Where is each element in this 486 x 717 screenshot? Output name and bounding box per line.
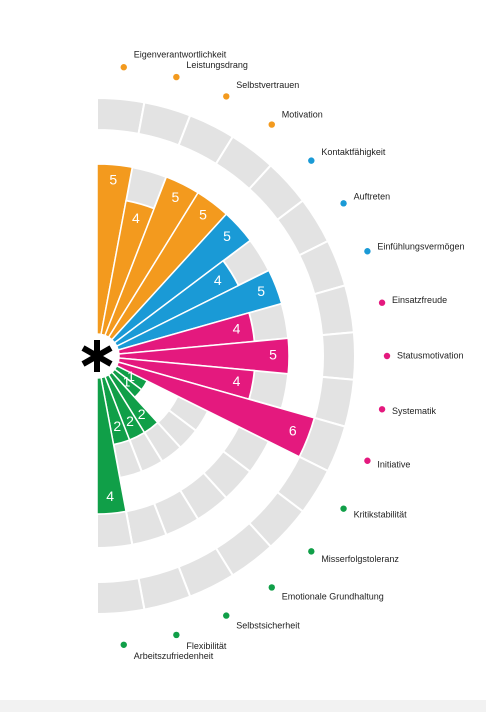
value-label: 4 bbox=[233, 373, 241, 389]
category-label: Systematik bbox=[392, 406, 437, 416]
label-dot bbox=[340, 505, 347, 512]
category-label: Motivation bbox=[282, 109, 323, 119]
bar bbox=[96, 376, 127, 515]
value-label: 5 bbox=[269, 347, 277, 363]
category-label: Einsatzfreude bbox=[392, 295, 447, 305]
label-dot bbox=[268, 584, 275, 591]
label-dot bbox=[268, 121, 275, 128]
value-label: 5 bbox=[109, 171, 117, 187]
value-label: 4 bbox=[132, 210, 140, 226]
category-label: Leistungsdrang bbox=[186, 60, 248, 70]
label-dot bbox=[378, 299, 386, 306]
value-label: 5 bbox=[223, 228, 231, 244]
value-label: 5 bbox=[257, 283, 265, 299]
value-label: 5 bbox=[199, 206, 207, 222]
label-dot bbox=[340, 200, 347, 207]
category-label: Statusmotivation bbox=[397, 350, 464, 360]
label-dot bbox=[308, 548, 315, 555]
category-label: Selbstvertrauen bbox=[236, 80, 299, 90]
footer-strip bbox=[0, 700, 486, 712]
value-label: 1 bbox=[127, 368, 135, 384]
value-label: 4 bbox=[233, 321, 241, 337]
ring-cell bbox=[320, 331, 356, 381]
value-label: 4 bbox=[214, 272, 222, 288]
category-label: Arbeitszufriedenheit bbox=[134, 651, 214, 661]
value-label: 2 bbox=[126, 413, 134, 429]
category-label: Flexibilität bbox=[186, 641, 227, 651]
asterisk-icon bbox=[81, 340, 113, 372]
label-dot bbox=[364, 457, 371, 464]
label-dot bbox=[120, 64, 127, 71]
value-label: 1 bbox=[123, 374, 131, 390]
category-label: Emotionale Grundhaltung bbox=[282, 591, 384, 601]
category-label: Kontaktfähigkeit bbox=[321, 147, 386, 157]
category-label: Initiative bbox=[377, 459, 410, 469]
ring-cell bbox=[96, 510, 134, 550]
category-label: Kritikstabilität bbox=[354, 509, 408, 519]
ring-cell bbox=[96, 96, 146, 136]
ring-cell bbox=[96, 576, 146, 616]
category-label: Selbstsicherheit bbox=[236, 621, 300, 631]
label-dot bbox=[383, 352, 391, 360]
category-label: Misserfolgstoleranz bbox=[321, 554, 399, 564]
value-label: 5 bbox=[172, 189, 180, 205]
label-dot bbox=[120, 641, 127, 648]
label-dot bbox=[308, 157, 315, 164]
label-dot bbox=[378, 406, 386, 413]
ring-cell bbox=[313, 284, 355, 337]
value-label: 4 bbox=[106, 488, 114, 504]
label-dot bbox=[173, 631, 180, 639]
label-dot bbox=[223, 612, 230, 619]
value-label: 2 bbox=[138, 406, 146, 422]
category-label: Einfühlungsvermögen bbox=[377, 241, 464, 251]
label-dot bbox=[223, 93, 230, 100]
category-label: Eigenverantwortlichkeit bbox=[134, 50, 227, 60]
category-label: Auftreten bbox=[354, 191, 391, 201]
value-label: 6 bbox=[289, 423, 297, 439]
value-label: 2 bbox=[113, 418, 121, 434]
label-dot bbox=[173, 73, 180, 81]
label-dot bbox=[364, 248, 371, 255]
